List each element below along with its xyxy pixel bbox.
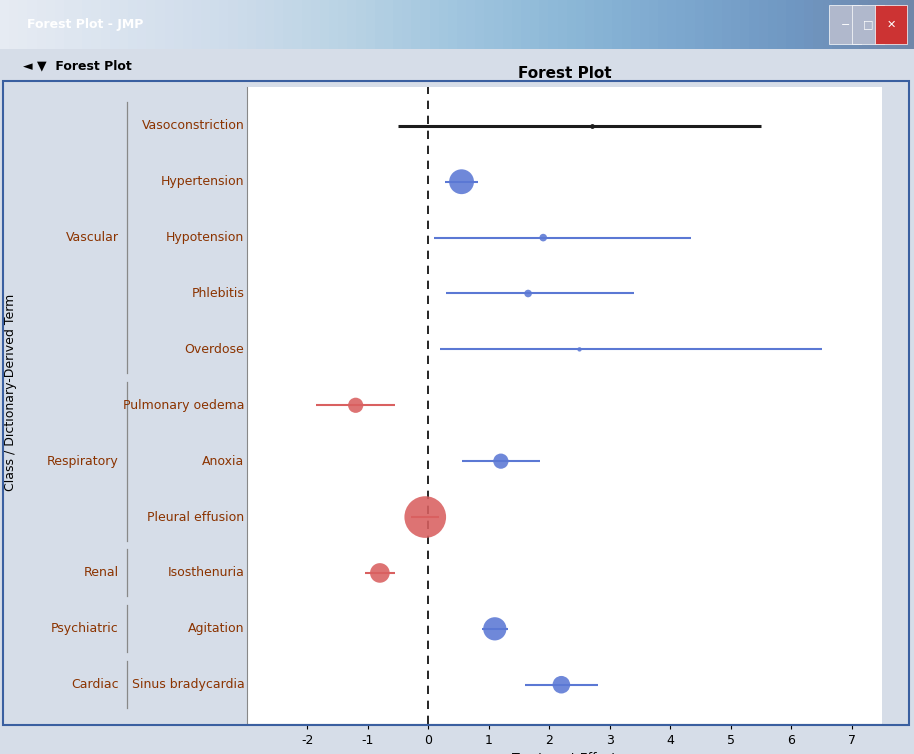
- Point: [521, 287, 536, 299]
- Text: Forest Plot - JMP: Forest Plot - JMP: [27, 18, 143, 31]
- Text: Pulmonary oedema: Pulmonary oedema: [122, 399, 244, 412]
- Point: [584, 120, 599, 132]
- Text: Overdose: Overdose: [185, 343, 244, 356]
- Text: Class / Dictionary-Derived Term: Class / Dictionary-Derived Term: [5, 293, 17, 491]
- FancyBboxPatch shape: [829, 5, 861, 44]
- FancyBboxPatch shape: [852, 5, 884, 44]
- Point: [572, 343, 587, 355]
- Title: Forest Plot: Forest Plot: [517, 66, 611, 81]
- Text: Hypotension: Hypotension: [166, 231, 244, 244]
- Text: Hypertension: Hypertension: [161, 175, 244, 188]
- Text: ✕: ✕: [887, 20, 896, 29]
- Text: Agitation: Agitation: [188, 622, 244, 636]
- FancyBboxPatch shape: [875, 5, 907, 44]
- Text: Vasoconstriction: Vasoconstriction: [142, 119, 244, 133]
- Text: Vascular: Vascular: [66, 231, 119, 244]
- Point: [487, 623, 502, 635]
- Point: [454, 176, 469, 188]
- Point: [373, 567, 388, 579]
- Text: Phlebitis: Phlebitis: [192, 287, 244, 300]
- Point: [348, 399, 363, 411]
- Point: [418, 511, 432, 523]
- Point: [494, 455, 508, 467]
- Text: Respiratory: Respiratory: [47, 455, 119, 467]
- Point: [554, 679, 569, 691]
- Text: Psychiatric: Psychiatric: [50, 622, 119, 636]
- Point: [536, 231, 550, 244]
- Text: Sinus bradycardia: Sinus bradycardia: [132, 678, 244, 691]
- Text: −: −: [841, 20, 850, 29]
- Text: □: □: [863, 20, 874, 29]
- Text: Pleural effusion: Pleural effusion: [147, 510, 244, 523]
- X-axis label: Treatment Effect: Treatment Effect: [512, 752, 617, 754]
- Text: Cardiac: Cardiac: [70, 678, 119, 691]
- Text: Anoxia: Anoxia: [202, 455, 244, 467]
- Text: Renal: Renal: [83, 566, 119, 579]
- Text: ◄ ▼  Forest Plot: ◄ ▼ Forest Plot: [23, 59, 132, 72]
- Text: Isosthenuria: Isosthenuria: [167, 566, 244, 579]
